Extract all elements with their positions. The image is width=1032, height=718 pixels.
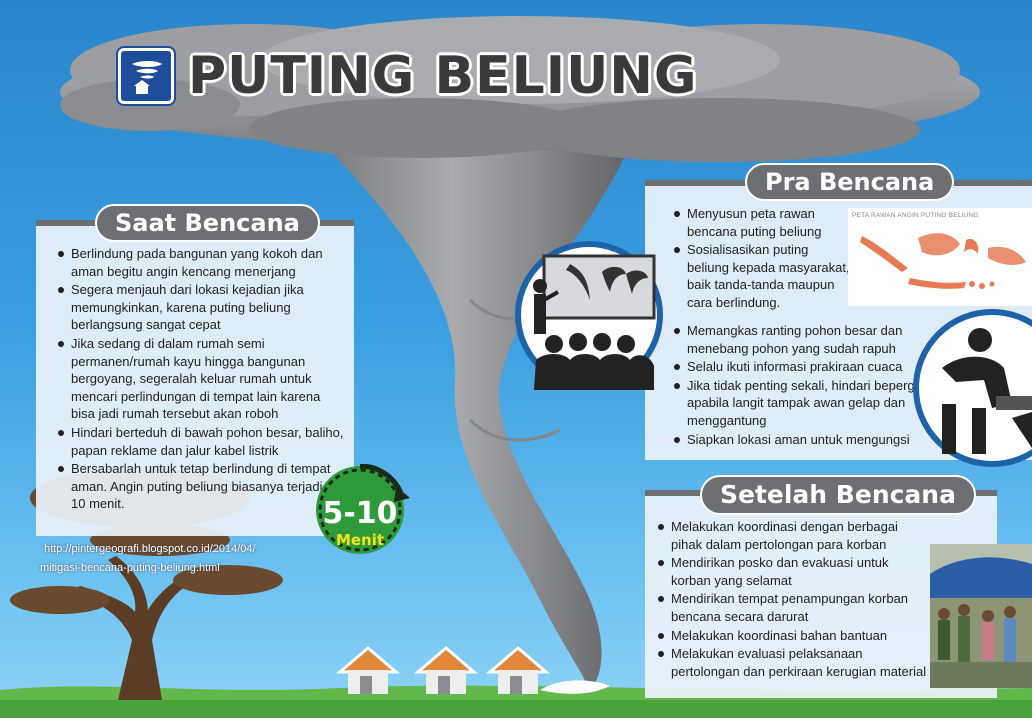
debris xyxy=(540,680,610,694)
evacuation-photo xyxy=(930,544,1032,688)
list-item: Jika sedang di dalam rumah semi permanen… xyxy=(56,335,346,423)
pra-bencana-list-top: Menyusun peta rawan bencana puting beliu… xyxy=(672,205,852,313)
list-item: Hindari berteduh di bawah pohon besar, b… xyxy=(56,424,346,459)
house-1 xyxy=(335,646,401,694)
saat-bencana-heading: Saat Bencana xyxy=(95,204,320,242)
timer-clock-icon xyxy=(316,464,410,554)
list-item: Mendirikan posko dan evakuasi untuk korb… xyxy=(656,554,928,589)
list-item: Bersabarlah untuk tetap berlindung di te… xyxy=(56,460,346,513)
list-item: Melakukan koordinasi dengan berbagai pih… xyxy=(656,518,928,553)
house-2 xyxy=(413,646,479,694)
setelah-bencana-heading: Setelah Bencana xyxy=(700,475,976,515)
map-title: PETA RAWAN ANGIN PUTING BELIUNG xyxy=(852,212,979,219)
tree-cutting-illustration xyxy=(913,309,1032,467)
page-title: PUTING BELIUNG xyxy=(188,46,698,106)
list-item: Menyusun peta rawan bencana puting beliu… xyxy=(672,205,852,240)
source-url-line1: http://pintergeografi.blogspot.co.id/201… xyxy=(44,543,256,555)
title-block: PUTING BELIUNG xyxy=(118,46,698,106)
setelah-bencana-list: Melakukan koordinasi dengan berbagai pih… xyxy=(656,518,928,681)
list-item: Siapkan lokasi aman untuk mengungsi xyxy=(672,431,932,449)
list-item: Sosialisasikan puting beliung kepada mas… xyxy=(672,241,852,311)
socialization-illustration xyxy=(515,241,663,390)
source-url-line2: mitigasi-bencana-puting-beliung.html xyxy=(40,562,220,574)
timer-value: 5-10 xyxy=(322,496,398,531)
tornado-house-logo-icon xyxy=(118,48,174,104)
house-3 xyxy=(485,646,551,694)
pra-bencana-list-bottom: Memangkas ranting pohon besar dan meneba… xyxy=(672,322,932,449)
saat-bencana-list: Berlindung pada bangunan yang kokoh dan … xyxy=(56,245,346,514)
pra-bencana-heading: Pra Bencana xyxy=(745,163,955,201)
timer-unit: Menit xyxy=(335,531,385,549)
hazard-map xyxy=(848,208,1032,306)
list-item: Segera menjauh dari lokasi kejadian jika… xyxy=(56,281,346,334)
list-item: Berlindung pada bangunan yang kokoh dan … xyxy=(56,245,346,280)
list-item: Selalu ikuti informasi prakiraan cuaca xyxy=(672,358,932,376)
list-item: Melakukan koordinasi bahan bantuan xyxy=(656,627,928,645)
storm-cloud xyxy=(60,16,980,162)
list-item: Mendirikan tempat penampungan korban ben… xyxy=(656,590,928,625)
list-item: Melakukan evaluasi pelaksanaan pertolong… xyxy=(656,645,928,680)
list-item: Memangkas ranting pohon besar dan meneba… xyxy=(672,322,932,357)
list-item: Jika tidak penting sekali, hindari beper… xyxy=(672,377,932,430)
